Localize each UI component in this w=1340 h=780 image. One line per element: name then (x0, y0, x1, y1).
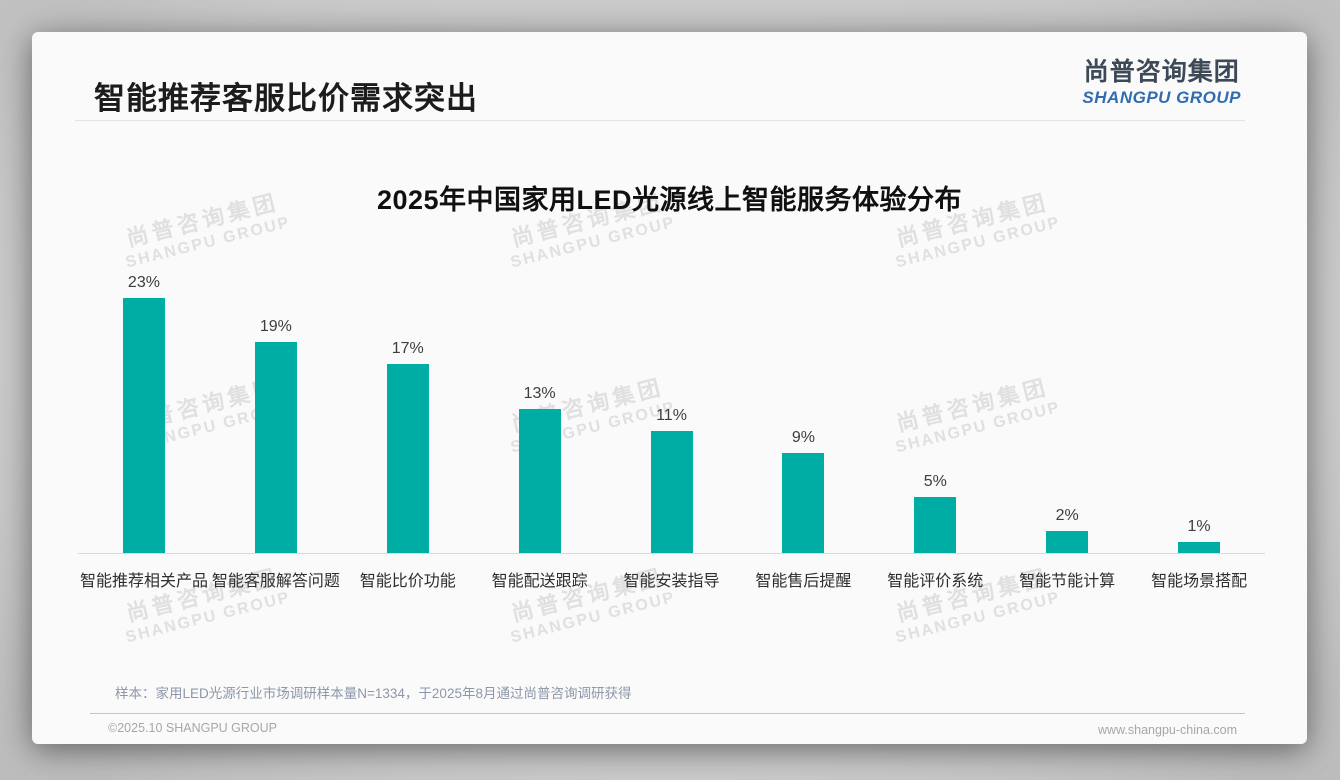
bar-value-label: 23% (127, 274, 160, 291)
category-label: 智能安装指导 (623, 573, 720, 590)
bar-value-label: 5% (923, 473, 947, 490)
category-label: 智能比价功能 (359, 573, 456, 590)
logo-chinese-name: 尚普咨询集团 (1083, 58, 1240, 86)
bar-group: 13% (474, 385, 606, 553)
bar-value-label: 11% (656, 407, 687, 424)
footer-website: www.shangpu-china.com (1098, 723, 1237, 737)
bar-group: 11% (606, 407, 738, 553)
bar (914, 497, 957, 553)
category-label: 智能客服解答问题 (211, 573, 340, 590)
bar-group: 9% (737, 429, 869, 553)
bar (386, 364, 429, 553)
category-label: 智能配送跟踪 (491, 573, 588, 590)
bar-value-label: 19% (259, 318, 292, 335)
category-label: 智能节能计算 (1019, 573, 1116, 590)
bar-group: 19% (210, 318, 342, 553)
bar-group: 23% (78, 274, 210, 553)
bar (518, 409, 561, 553)
category-label: 智能评价系统 (887, 573, 984, 590)
category-label: 智能推荐相关产品 (79, 573, 208, 590)
bar (782, 453, 825, 553)
chart-title: 2025年中国家用LED光源线上智能服务体验分布 (376, 185, 963, 215)
logo-english-name: SHANGPU GROUP (1082, 87, 1241, 107)
bar-value-label: 9% (791, 429, 815, 446)
title-divider (75, 120, 1245, 121)
bar-value-label: 17% (391, 340, 424, 357)
bar (254, 342, 297, 553)
sample-note: 样本：家用LED光源行业市场调研样本量N=1334，于2025年8月通过尚普咨询… (115, 686, 632, 701)
bar (122, 298, 165, 553)
slide-card: 尚普咨询集团 SHANGPU GROUP 尚普咨询集团 SHANGPU GROUP 尚普… (32, 32, 1307, 744)
footer-copyright: ©2025.10 SHANGPU GROUP (108, 721, 277, 735)
bar-group: 17% (342, 340, 474, 553)
bar-value-label: 2% (1055, 507, 1079, 524)
company-logo: 尚普咨询集团 SHANGPU GROUP (1082, 58, 1241, 107)
bar (1046, 531, 1089, 553)
category-label: 智能售后提醒 (755, 573, 852, 590)
bar (650, 431, 693, 553)
page-title: 智能推荐客服比价需求突出 (94, 81, 478, 116)
bar-group: 5% (869, 473, 1001, 553)
category-label: 智能场景搭配 (1151, 573, 1248, 590)
bar-chart: 23% 19% 17% 13% 11% 9% 5% 2% 1% (78, 212, 1265, 554)
footer-divider (90, 713, 1245, 714)
bar-value-label: 1% (1187, 518, 1211, 535)
category-axis: 智能推荐相关产品 智能客服解答问题 智能比价功能 智能配送跟踪 智能安装指导 智能售后提醒… (78, 567, 1265, 591)
bar (1178, 542, 1221, 553)
bar-group: 1% (1133, 518, 1265, 553)
bar-value-label: 13% (523, 385, 556, 402)
bar-group: 2% (1001, 507, 1133, 553)
